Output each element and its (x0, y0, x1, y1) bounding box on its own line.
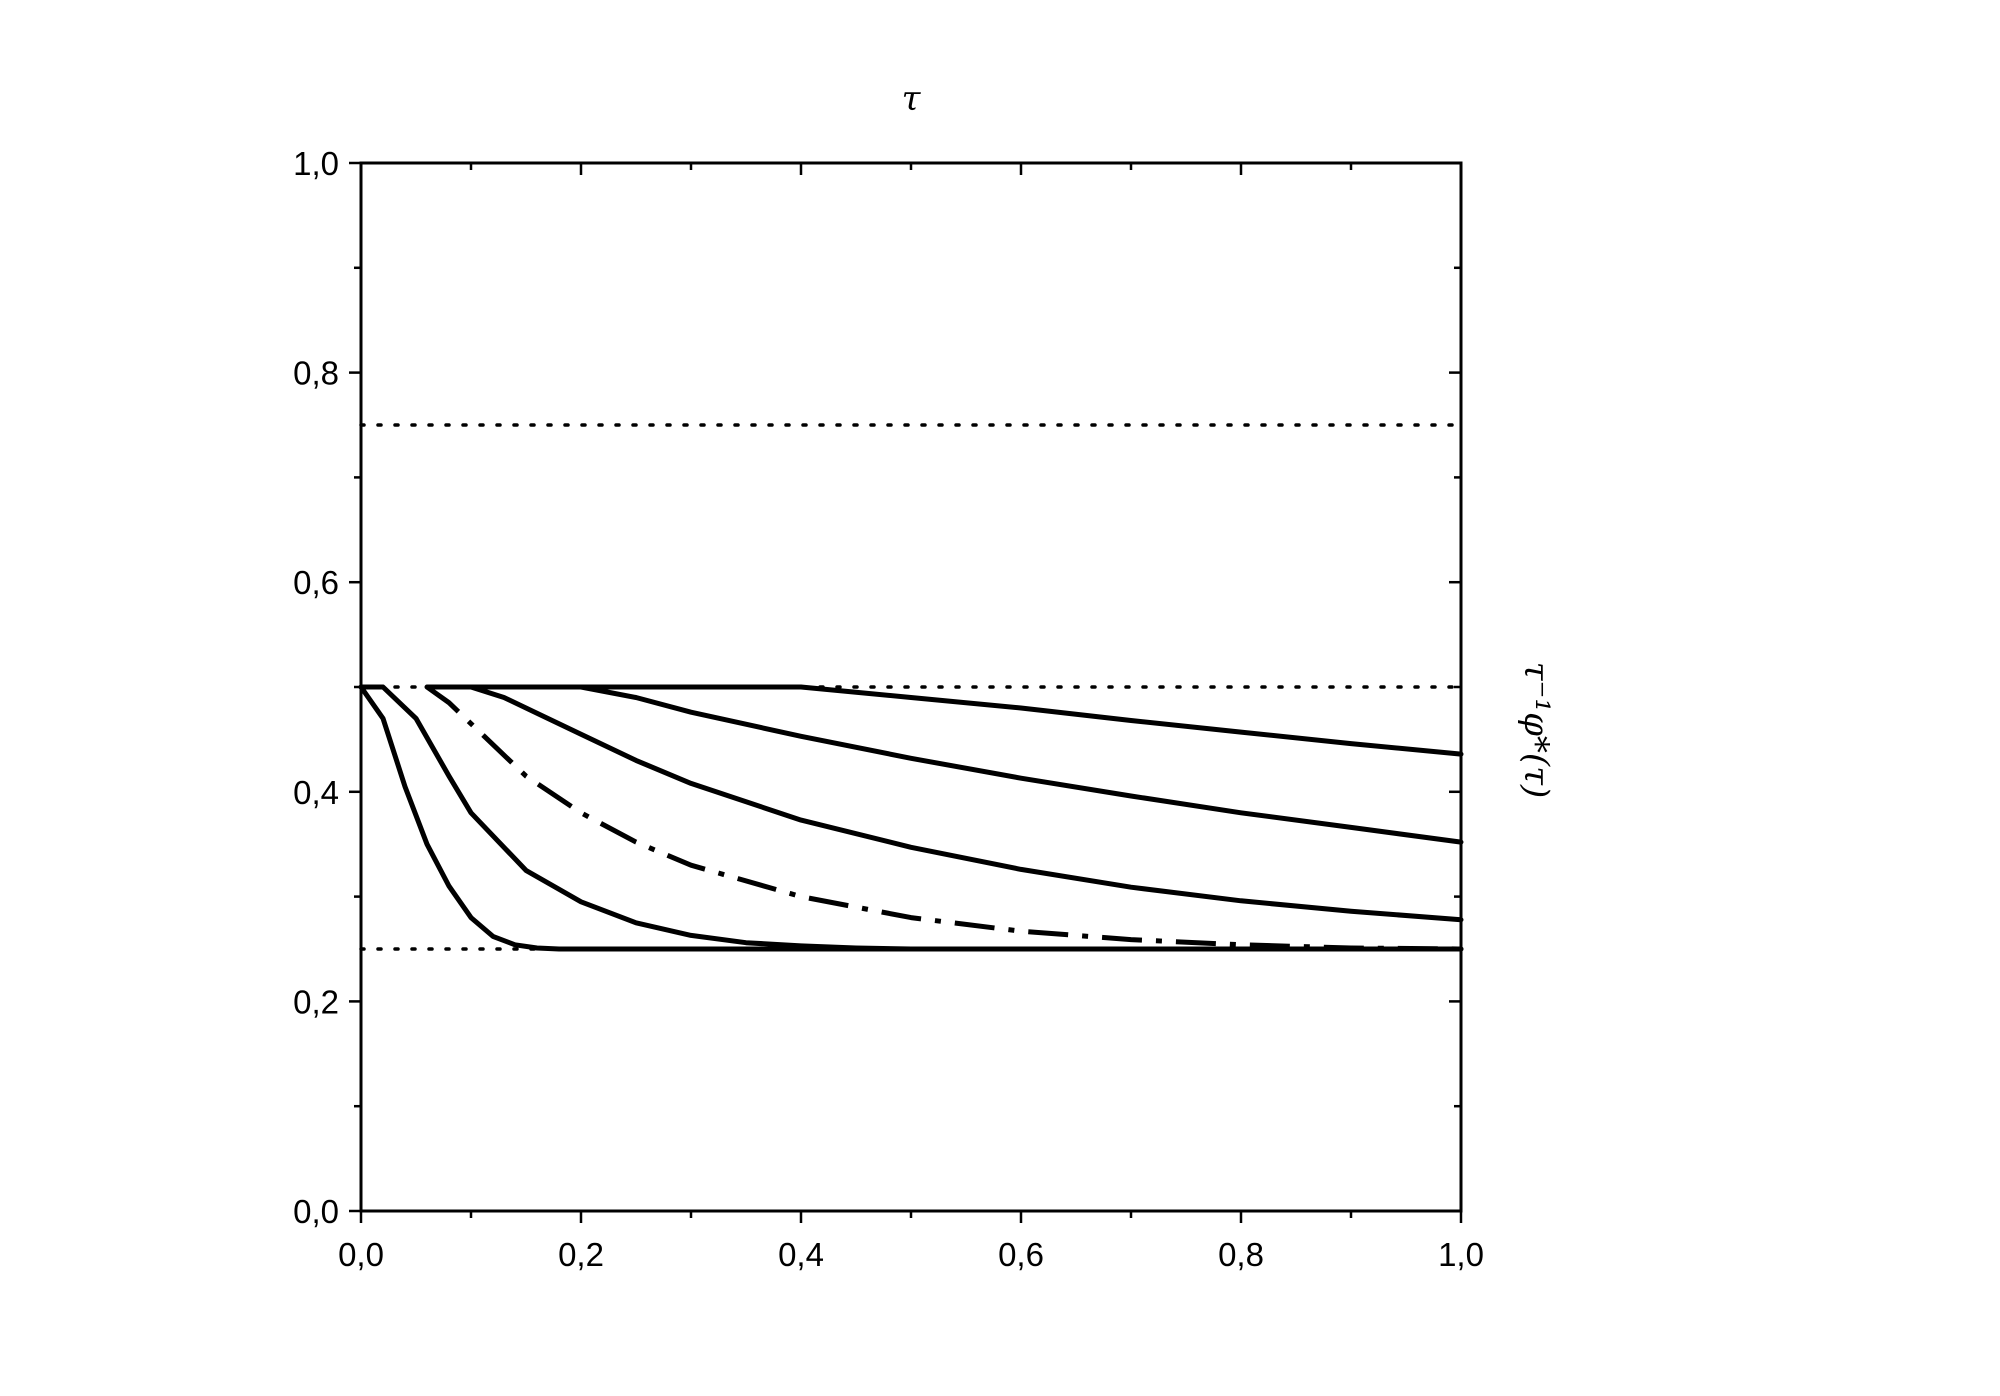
x-tick-label: 0,2 (558, 1236, 604, 1273)
x-tick-label: 0,4 (778, 1236, 824, 1273)
y-tick-label: 0,2 (293, 983, 339, 1020)
y-tick-label: 0,4 (293, 774, 339, 811)
plot-frame (359, 161, 1463, 1213)
ticks-layer (349, 161, 1463, 1223)
series-line-7-solid (424, 684, 1464, 923)
series-line-4-solid (358, 684, 1464, 952)
series-line-5-solid (358, 684, 1464, 952)
x-tick-label: 1,0 (1438, 1236, 1484, 1273)
labels-layer: 0,0 0,2 0,4 0,6 0,8 1,0 0,0 0,2 0,4 0,6 0,8 1,0 (293, 145, 1484, 1273)
series-line-9-solid (578, 684, 1464, 757)
x-tick-label: 0,0 (338, 1236, 384, 1273)
x-axis-title: τ (902, 79, 922, 119)
y-tick-label: 0,8 (293, 355, 339, 392)
y-tick-label: 0,6 (293, 564, 339, 601)
x-tick-label: 0,8 (1218, 1236, 1264, 1273)
x-tick-label: 0,6 (998, 1236, 1044, 1273)
y-tick-label: 1,0 (293, 145, 339, 182)
series-line-6-dashdot (425, 684, 1462, 952)
y-tick-label: 0,0 (293, 1193, 339, 1230)
series-line-8-solid (468, 684, 1464, 845)
series-layer (358, 423, 1464, 952)
y-axis-title: τ⁻¹φ*(τ) (1516, 662, 1556, 799)
